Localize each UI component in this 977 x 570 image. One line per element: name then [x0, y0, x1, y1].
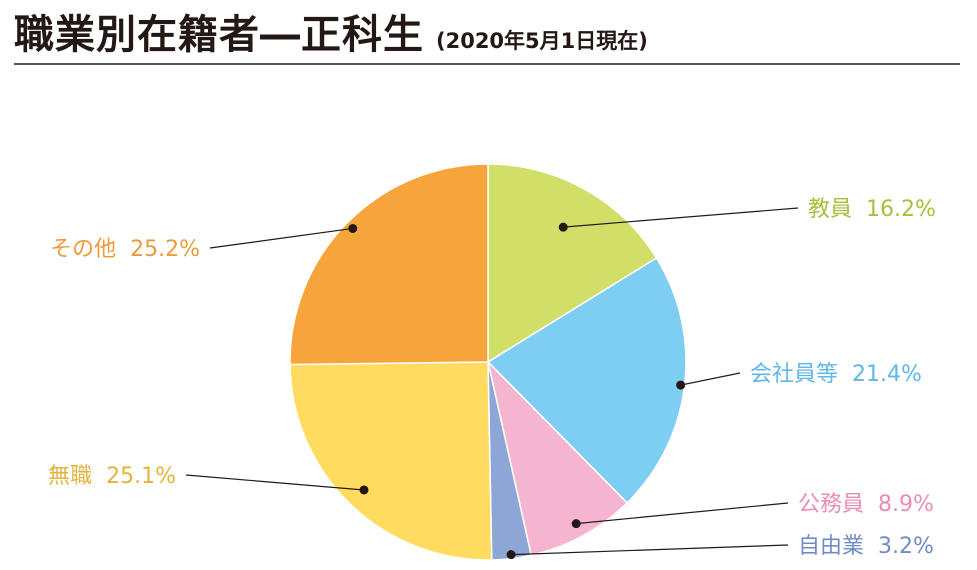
slice-value-komuin: 8.9% — [878, 492, 934, 517]
leader-line-mushoku — [185, 474, 365, 491]
slice-value-jiyugyo: 3.2% — [878, 534, 934, 559]
slice-value-kyoin: 16.2% — [866, 197, 936, 222]
leader-line-sonota — [209, 227, 353, 249]
slice-label-komuin: 公務員 8.9% — [798, 492, 934, 517]
title-divider — [14, 63, 960, 65]
slice-label-kyoin: 教員 16.2% — [808, 197, 936, 222]
slice-category-sonota: その他 — [50, 237, 116, 262]
chart-title-group: 職業別在籍者―正科生 (2020年5月1日現在) — [14, 2, 648, 60]
slice-category-jiyugyo: 自由業 — [798, 534, 864, 559]
slice-label-sonota: その他 25.2% — [50, 237, 200, 262]
leader-dot-komuin — [571, 519, 581, 529]
slice-category-kaishain: 会社員等 — [750, 362, 838, 387]
leader-dot-kyoin — [558, 222, 568, 232]
slice-value-mushoku: 25.1% — [106, 464, 176, 489]
leader-line-kyoin — [563, 207, 799, 228]
leader-line-komuin — [576, 502, 789, 525]
slice-label-mushoku: 無職 25.1% — [48, 464, 176, 489]
pie-slices — [289, 163, 687, 561]
leader-line-jiyugyo — [511, 544, 789, 556]
slice-category-mushoku: 無職 — [48, 464, 92, 489]
pie-callouts: 教員 16.2% 会社員等 21.4% 公務員 8.9% 自由業 3.2% 無職 25.1% その他… — [48, 197, 936, 560]
leader-line-kaishain — [680, 372, 741, 386]
slice-label-kaishain: 会社員等 21.4% — [750, 362, 922, 387]
leader-dot-jiyugyo — [506, 550, 516, 560]
pie-slice-mushoku — [289, 361, 493, 561]
slice-category-kyoin: 教員 — [808, 197, 852, 222]
pie-slice-sonota — [289, 163, 489, 366]
slice-label-jiyugyo: 自由業 3.2% — [798, 534, 934, 559]
slice-category-komuin: 公務員 — [798, 492, 864, 517]
leader-dot-mushoku — [359, 485, 369, 495]
slice-value-kaishain: 21.4% — [852, 362, 922, 387]
chart-title: 職業別在籍者―正科生 — [14, 12, 424, 58]
slice-value-sonota: 25.2% — [130, 237, 200, 262]
pie-slice-kyoin — [487, 163, 658, 364]
chart-subtitle: (2020年5月1日現在) — [436, 29, 648, 53]
leader-dot-sonota — [348, 223, 358, 233]
leader-dot-kaishain — [676, 380, 686, 390]
